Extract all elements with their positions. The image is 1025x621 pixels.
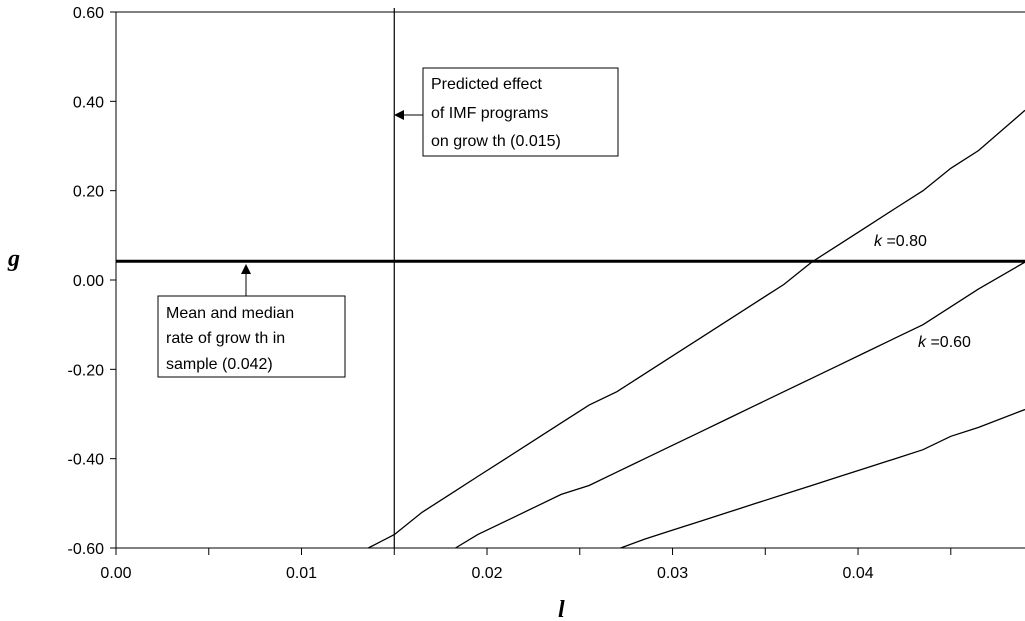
y-ticks: -0.60 -0.40 -0.20 0.00 0.20 0.40 0.60	[68, 5, 116, 558]
x-tick-label: 0.02	[471, 565, 502, 582]
x-tick-label: 0.01	[286, 565, 317, 582]
annotation-imf-line-1: Predicted effect	[431, 76, 542, 93]
curve-label-k060-value: =0.60	[926, 334, 971, 351]
series-line-1	[368, 110, 1025, 548]
series-group	[368, 110, 1025, 548]
y-tick-label: -0.40	[68, 452, 105, 469]
y-tick-label: 0.60	[73, 5, 104, 22]
curve-label-k060: k =0.60	[918, 334, 971, 351]
series-line-3	[621, 410, 1025, 549]
y-tick-label: 0.20	[73, 184, 104, 201]
x-tick-label: 0.03	[657, 565, 688, 582]
x-ticks: 0.00 0.01 0.02 0.03 0.04	[100, 548, 950, 582]
annotation-imf-line-3: on grow th (0.015)	[431, 133, 561, 150]
annotation-imf-arrow-head	[394, 110, 404, 120]
y-tick-label: 0.40	[73, 94, 104, 111]
curve-label-k080-value: =0.80	[882, 233, 927, 250]
annotation-mean-line-3: sample (0.042)	[166, 356, 273, 373]
annotation-mean-arrow-head	[241, 264, 251, 274]
y-tick-label: -0.60	[68, 541, 105, 558]
x-axis-title: l	[558, 597, 565, 621]
annotation-mean-line-2: rate of grow th in	[166, 330, 285, 347]
x-tick-label: 0.00	[100, 565, 131, 582]
annotation-mean: Mean and median rate of grow th in sampl…	[158, 264, 345, 377]
y-tick-label: 0.00	[73, 273, 104, 290]
x-tick-label: 0.04	[842, 565, 873, 582]
curve-label-k080: k =0.80	[874, 233, 927, 250]
annotation-imf-line-2: of IMF programs	[431, 105, 548, 122]
y-axis-title: g	[7, 246, 20, 272]
annotation-mean-line-1: Mean and median	[166, 305, 294, 322]
y-tick-label: -0.20	[68, 362, 105, 379]
annotation-imf: Predicted effect of IMF programs on grow…	[394, 68, 618, 156]
series-line-2	[456, 262, 1025, 548]
